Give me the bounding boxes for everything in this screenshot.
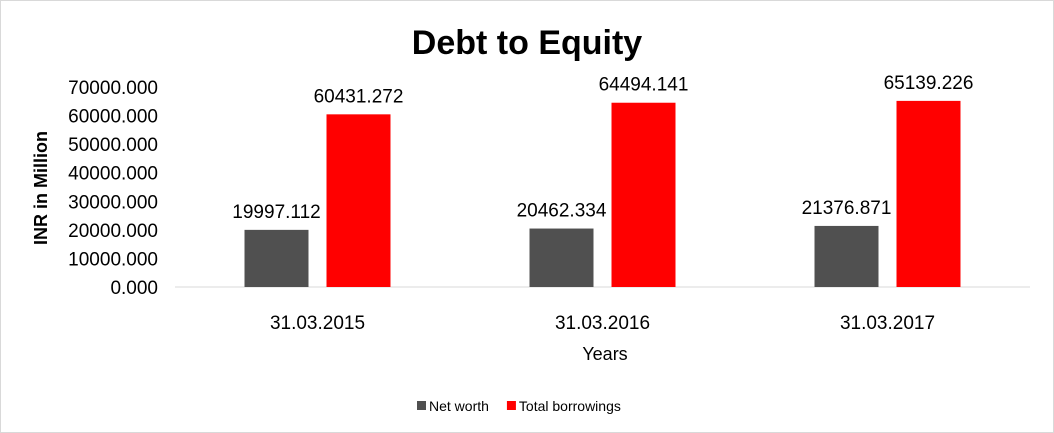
bar-total-borrowings [611, 102, 676, 288]
y-tick-label: 30000.000 [68, 192, 158, 213]
legend-swatch [506, 401, 516, 410]
y-axis-label: INR in Million [31, 131, 51, 245]
y-tick-label: 10000.000 [68, 249, 158, 270]
data-label: 20462.334 [517, 201, 607, 222]
data-label: 21376.871 [802, 198, 892, 219]
legend-label: Total borrowings [519, 398, 621, 414]
category-labels: 31.03.2015 31.03.2016 31.03.2017 [270, 313, 935, 334]
category-label: 31.03.2017 [840, 313, 935, 334]
data-label: 19997.112 [232, 202, 320, 223]
y-tick-label: 20000.000 [68, 221, 158, 242]
y-tick-label: 60000.000 [68, 107, 158, 128]
bar-net-worth [529, 228, 594, 287]
category-label: 31.03.2015 [270, 313, 365, 334]
data-label: 60431.272 [314, 86, 404, 107]
bars-group: 19997.112 60431.272 20462.334 64494.141 2137… [232, 73, 974, 288]
data-label: 64494.141 [599, 75, 689, 96]
legend-swatch [417, 401, 426, 410]
y-tick-label: 0.000 [110, 278, 158, 299]
bar-total-borrowings [896, 100, 961, 287]
data-label: 65139.226 [884, 73, 974, 94]
y-tick-label: 50000.000 [68, 135, 158, 156]
bar-net-worth [244, 229, 309, 287]
legend: Net worth Total borrowings [417, 398, 621, 414]
y-tick-label: 40000.000 [68, 164, 158, 185]
category-label: 31.03.2016 [555, 313, 650, 334]
legend-label: Net worth [429, 398, 489, 414]
chart-title: Debt to Equity [412, 24, 643, 62]
bar-net-worth [814, 225, 879, 287]
bar-total-borrowings [326, 114, 391, 287]
x-axis-label: Years [582, 344, 627, 364]
y-tick-label: 70000.000 [68, 78, 158, 99]
y-axis-ticks: 0.000 10000.000 20000.000 30000.000 40000.00… [68, 78, 158, 299]
